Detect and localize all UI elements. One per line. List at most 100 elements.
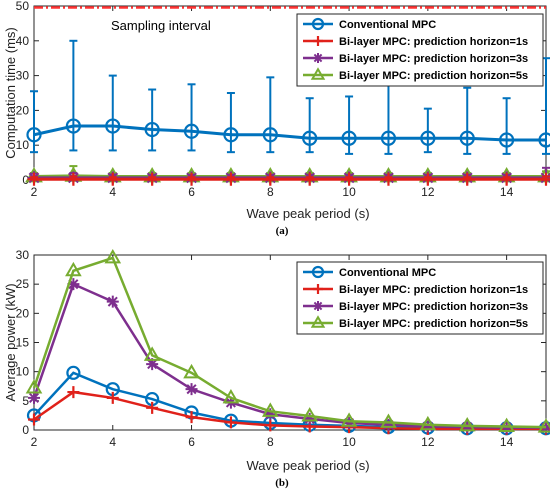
- data-point: [303, 412, 316, 425]
- y-tick-label: 0: [22, 423, 29, 437]
- chart-panel-a: 2 4 6 8 10 12 14 0 10 20 30 40 50 Wave peak period (s…: [3, 0, 550, 237]
- data-point: [382, 418, 395, 431]
- y-tick-label: 40: [16, 34, 30, 48]
- data-point: [499, 132, 515, 148]
- y-axis-label: Average power (kW): [3, 283, 18, 401]
- data-point: [539, 172, 550, 186]
- data-point: [263, 172, 277, 186]
- data-point: [25, 379, 43, 394]
- annotation-sampling-interval: Sampling interval: [111, 18, 211, 33]
- data-point: [381, 172, 395, 186]
- data-point: [500, 172, 514, 186]
- legend-entry: Bi-layer MPC: prediction horizon=5s: [339, 318, 528, 330]
- series-0: [26, 39, 550, 155]
- data-point: [498, 417, 515, 432]
- data-point: [67, 278, 80, 291]
- x-tick-label: 6: [188, 435, 195, 449]
- data-point: [264, 419, 277, 432]
- data-point: [301, 407, 319, 422]
- legend-swatch-marker: [313, 53, 323, 63]
- data-point: [106, 172, 120, 186]
- legend-entry: Conventional MPC: [339, 19, 436, 31]
- data-point: [146, 358, 159, 371]
- panel-label: (b): [275, 477, 289, 489]
- data-point: [183, 123, 200, 139]
- data-point: [460, 172, 474, 186]
- data-point: [26, 127, 42, 143]
- series-1: [27, 172, 550, 186]
- series-line: [32, 282, 546, 429]
- legend-box: [296, 13, 544, 87]
- legend-entry: Bi-layer MPC: prediction horizon=3s: [339, 301, 528, 313]
- legend-entry: Bi-layer MPC: prediction horizon=1s: [339, 284, 528, 296]
- x-tick-label: 4: [109, 435, 116, 449]
- data-point: [146, 401, 159, 414]
- data-point: [380, 413, 397, 428]
- legend-swatch-marker: [310, 67, 326, 80]
- y-tick-label: 5: [22, 394, 29, 408]
- data-point: [224, 416, 237, 429]
- x-tick-label: 10: [342, 435, 356, 449]
- data-point: [185, 172, 199, 186]
- y-tick-label: 15: [16, 336, 30, 350]
- y-tick-label: 10: [16, 138, 30, 152]
- data-point: [27, 172, 41, 186]
- y-tick-label: 25: [16, 277, 30, 291]
- panel-label: (a): [276, 225, 289, 237]
- y-tick-label: 0: [22, 173, 29, 187]
- x-tick-label: 2: [31, 185, 38, 199]
- legend-entry: Bi-layer MPC: prediction horizon=1s: [339, 36, 528, 48]
- data-point: [421, 172, 435, 186]
- data-point: [261, 402, 279, 417]
- data-point: [65, 118, 81, 134]
- data-point: [66, 172, 80, 186]
- legend-entry: Bi-layer MPC: prediction horizon=3s: [339, 53, 528, 65]
- data-point: [183, 363, 200, 379]
- x-tick-label: 8: [267, 435, 274, 449]
- y-tick-label: 30: [16, 248, 30, 262]
- x-axis-label: Wave peak period (s): [246, 206, 369, 221]
- x-tick-label: 6: [188, 185, 195, 199]
- data-point: [106, 391, 119, 404]
- x-tick-label: 12: [421, 435, 435, 449]
- legend: Conventional MPC Bi-layer MPC: prediction…: [296, 261, 544, 335]
- x-axis-label: Wave peak period (s): [246, 458, 369, 473]
- data-point: [538, 132, 550, 148]
- x-tick-label: 10: [342, 185, 356, 199]
- data-point: [343, 417, 356, 429]
- legend-swatch-marker: [313, 284, 323, 294]
- legend-swatch-marker: [311, 265, 325, 279]
- y-tick-label: 30: [16, 69, 30, 83]
- y-tick-label: 20: [16, 306, 30, 320]
- data-point: [224, 172, 238, 186]
- x-tick-label: 14: [500, 185, 514, 199]
- data-point: [66, 365, 81, 380]
- legend-entry: Bi-layer MPC: prediction horizon=5s: [339, 70, 528, 82]
- chart-panel-b: 2 4 6 8 10 12 14 0 5 10 15 20 25 30 Wave peak period (…: [3, 248, 550, 489]
- legend-swatch-marker: [313, 301, 323, 311]
- legend-swatch-marker: [311, 17, 325, 31]
- data-point: [105, 118, 121, 134]
- x-tick-label: 4: [109, 185, 116, 199]
- series-3: [25, 249, 550, 433]
- data-point: [144, 121, 160, 138]
- y-tick-label: 10: [16, 365, 30, 379]
- data-point: [302, 130, 318, 146]
- data-point: [28, 413, 40, 426]
- data-point: [303, 172, 317, 186]
- legend: Conventional MPC Bi-layer MPC: prediction…: [296, 13, 544, 87]
- legend-swatch-marker: [310, 315, 326, 328]
- data-point: [185, 383, 198, 396]
- data-point: [537, 418, 550, 433]
- data-point: [143, 346, 161, 361]
- data-point: [106, 295, 119, 308]
- data-point: [420, 130, 436, 146]
- data-point: [380, 130, 397, 146]
- data-point: [264, 408, 277, 421]
- series-line: [32, 256, 547, 429]
- data-point: [540, 421, 550, 434]
- data-point: [459, 130, 475, 146]
- data-point: [222, 389, 240, 404]
- y-tick-label: 50: [16, 0, 30, 13]
